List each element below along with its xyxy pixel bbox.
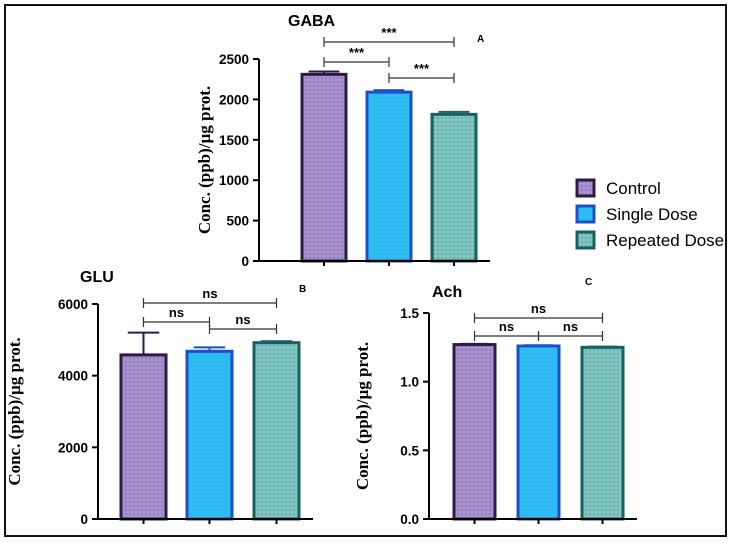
bar-repeated-dose	[430, 112, 478, 263]
y-tick-label: 2500	[219, 52, 249, 67]
bar-single-dose	[365, 90, 413, 263]
legend-label: Control	[606, 179, 661, 198]
y-tick-label: 0	[80, 512, 88, 527]
panel-ach: Ach C Conc. (ppb)/µg prot. 0.0 0.5 1.0 1.5 ns ns…	[353, 277, 637, 527]
bar-control	[300, 72, 348, 263]
bar-single-dose	[185, 349, 234, 521]
bar-control	[452, 343, 497, 521]
y-tick-label: 2000	[58, 440, 88, 455]
panel-gaba: GABA A Conc. (ppb)/µg prot. 0 500 1000 1500 200…	[195, 13, 490, 269]
significance-label: ns	[235, 312, 250, 327]
bar-repeated-dose	[252, 341, 301, 521]
bar-control	[119, 353, 168, 521]
significance-label: ns	[202, 286, 217, 301]
significance-label: ns	[563, 319, 578, 334]
y-axis-label: Conc. (ppb)/µg prot.	[195, 86, 214, 234]
chart-title: GABA	[288, 13, 336, 30]
y-tick-label: 1.0	[400, 375, 419, 390]
legend-swatch	[575, 204, 596, 224]
significance-label: ns	[169, 305, 184, 320]
legend: Control Single Dose Repeated Dose	[575, 178, 724, 250]
y-tick-label: 2000	[219, 92, 249, 107]
legend-label: Repeated Dose	[606, 231, 724, 250]
y-tick-label: 1.5	[400, 306, 419, 321]
y-tick-label: 6000	[58, 297, 88, 312]
legend-label: Single Dose	[606, 205, 698, 224]
panel-label: B	[299, 284, 306, 295]
significance-label: ***	[414, 61, 430, 76]
significance-label: ***	[381, 25, 397, 40]
y-tick-label: 0.5	[400, 443, 419, 458]
significance-label: ***	[349, 45, 365, 60]
figure-frame	[4, 4, 727, 537]
significance-label: ns	[531, 301, 546, 316]
legend-swatch	[575, 230, 596, 250]
y-tick-label: 500	[226, 214, 249, 229]
bar-repeated-dose	[580, 345, 625, 521]
panel-label: A	[477, 34, 484, 45]
y-tick-label: 1000	[219, 173, 249, 188]
panel-glu: GLU B Conc. (ppb)/µg prot. 0 2000 4000 6000 ns n…	[5, 269, 313, 527]
bar-single-dose	[516, 344, 561, 521]
legend-swatch	[575, 178, 596, 198]
significance-label: ns	[499, 319, 514, 334]
y-tick-label: 1500	[219, 133, 249, 148]
y-tick-label: 0.0	[400, 512, 419, 527]
chart-title: Ach	[432, 284, 462, 301]
y-axis-label: Conc. (ppb)/µg prot.	[5, 337, 24, 485]
y-tick-label: 4000	[58, 369, 88, 384]
chart-title: GLU	[80, 269, 114, 286]
y-axis-label: Conc. (ppb)/µg prot.	[353, 342, 372, 490]
y-tick-label: 0	[241, 254, 249, 269]
panel-label: C	[585, 277, 592, 288]
